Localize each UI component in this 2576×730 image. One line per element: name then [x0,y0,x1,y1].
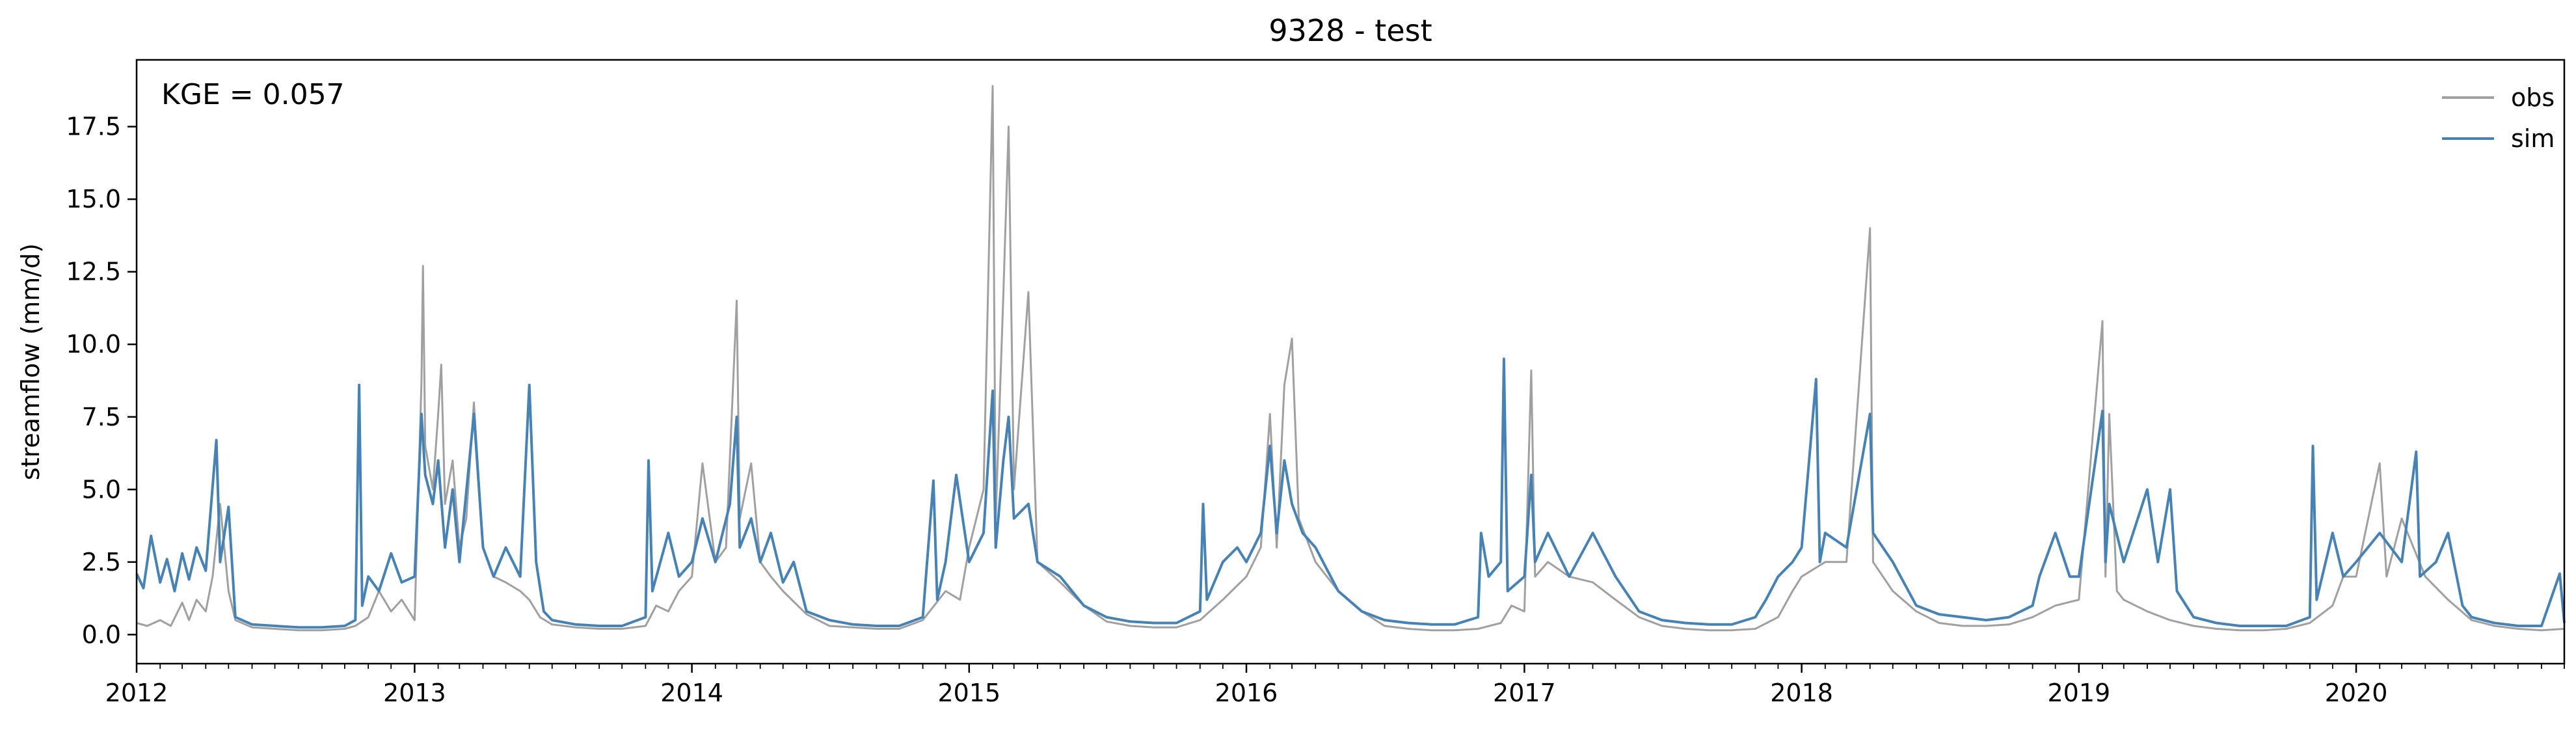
series-line-sim [135,357,2566,629]
series-layer [135,85,2566,632]
x-tick-label: 2015 [937,679,1000,707]
x-tick-label: 2018 [1770,679,1833,707]
y-tick-label: 15.0 [66,185,121,213]
legend: obs sim [2442,83,2555,153]
x-tick-label: 2020 [2325,679,2388,707]
x-tick-label: 2012 [105,679,168,707]
legend-label-obs: obs [2511,83,2555,112]
y-tick-label: 5.0 [82,475,121,504]
legend-label-sim: sim [2511,124,2555,153]
x-tick-label: 2019 [2047,679,2110,707]
y-axis: 0.0 2.5 5.0 7.5 10.0 12.5 15.0 17.5 [66,113,137,649]
chart-title: 9328 - test [1268,13,1432,48]
x-tick-label: 2014 [660,679,723,707]
plot-frame [135,59,2566,665]
x-axis: 2012 2013 2014 2015 2016 2017 2018 2019 2020 [105,664,2565,707]
x-tick-label: 2013 [383,679,446,707]
x-tick-label: 2017 [1493,679,1556,707]
y-tick-label: 10.0 [66,330,121,358]
series-line-obs [136,85,2565,632]
x-tick-label: 2016 [1215,679,1278,707]
y-axis-label: streamflow (mm/d) [16,243,45,480]
y-tick-label: 12.5 [66,258,121,286]
y-tick-label: 2.5 [82,548,121,576]
kge-annotation: KGE = 0.057 [161,78,345,111]
y-tick-label: 7.5 [82,403,121,431]
y-tick-label: 17.5 [66,113,121,141]
y-tick-label: 0.0 [82,620,121,649]
